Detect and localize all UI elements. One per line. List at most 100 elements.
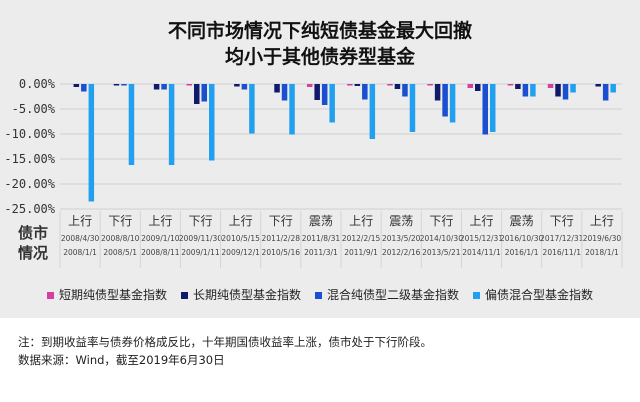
period-end: 2019/6/30 bbox=[583, 234, 622, 243]
period-start: 2016/1/1 bbox=[505, 248, 539, 257]
bar bbox=[88, 84, 95, 202]
period-start: 2012/2/16 bbox=[382, 248, 421, 257]
bar bbox=[595, 84, 601, 87]
period-start: 2011/9/1 bbox=[344, 248, 378, 257]
bar bbox=[354, 84, 361, 86]
bar bbox=[570, 84, 576, 93]
market-label: 上行 bbox=[590, 214, 614, 228]
period-end: 2012/2/15 bbox=[342, 234, 381, 243]
y-tick-label: -25.00% bbox=[4, 202, 55, 216]
period-start: 2008/1/1 bbox=[63, 248, 97, 257]
bar bbox=[81, 84, 87, 92]
market-label: 下行 bbox=[429, 214, 453, 228]
bar bbox=[321, 84, 328, 105]
bar bbox=[194, 84, 200, 104]
period-start: 2008/5/1 bbox=[103, 248, 137, 257]
market-label: 上行 bbox=[469, 214, 493, 228]
bar bbox=[113, 84, 120, 86]
market-label: 震荡 bbox=[389, 214, 413, 228]
period-end: 2008/8/10 bbox=[101, 234, 140, 243]
bar bbox=[369, 84, 376, 139]
bar bbox=[314, 84, 320, 100]
market-label: 上行 bbox=[148, 214, 172, 228]
legend-label: 偏债混合型基金指数 bbox=[485, 288, 594, 302]
period-end: 2009/1/10 bbox=[141, 234, 180, 243]
period-start: 2018/1/1 bbox=[585, 248, 619, 257]
bar bbox=[427, 84, 433, 86]
legend-swatch bbox=[46, 292, 54, 299]
period-start: 2014/11/1 bbox=[462, 248, 501, 257]
chart-plot: 0.00% -5.00% -10.00% -15.00% -20.00% -25.00% 债… bbox=[4, 77, 623, 268]
bar bbox=[73, 84, 80, 87]
bar bbox=[186, 84, 192, 86]
y-tick-label: -20.00% bbox=[4, 177, 55, 191]
legend-item: 偏债混合型基金指数 bbox=[473, 286, 593, 303]
bar bbox=[434, 84, 441, 101]
bar bbox=[507, 84, 514, 86]
bar bbox=[201, 84, 207, 102]
bar bbox=[442, 84, 448, 117]
market-label: 震荡 bbox=[309, 214, 333, 228]
period-start: 2011/3/1 bbox=[304, 248, 338, 257]
bar bbox=[394, 84, 401, 89]
bar bbox=[121, 84, 127, 86]
bar bbox=[153, 84, 160, 90]
period-end: 2008/4/30 bbox=[61, 234, 100, 243]
legend-label: 混合纯债型二级基金指数 bbox=[327, 288, 460, 302]
bar bbox=[209, 84, 215, 161]
legend-item: 长期纯债型基金指数 bbox=[180, 286, 301, 303]
period-start: 2008/8/11 bbox=[141, 248, 180, 257]
row-label: 债市 bbox=[18, 224, 48, 242]
bar bbox=[449, 84, 456, 123]
period-end: 2016/10/30 bbox=[500, 234, 543, 243]
period-end: 2010/5/15 bbox=[221, 234, 260, 243]
bar bbox=[241, 84, 248, 90]
period-end: 2011/8/31 bbox=[302, 234, 341, 243]
bar bbox=[482, 84, 488, 135]
bar bbox=[249, 84, 255, 134]
bar bbox=[402, 84, 408, 97]
bar bbox=[562, 84, 569, 100]
bar bbox=[161, 84, 167, 90]
legend-swatch bbox=[180, 292, 188, 299]
legend-label: 短期纯债型基金指数 bbox=[58, 288, 167, 302]
bar bbox=[306, 84, 313, 87]
y-tick-label: -15.00% bbox=[4, 152, 55, 166]
footnote: 注：到期收益率与债券价格成反比，十年期国债收益率上涨，债市处于下行阶段。 bbox=[18, 335, 432, 349]
y-tick-label: -5.00% bbox=[12, 102, 56, 116]
bar bbox=[610, 84, 616, 93]
legend-item: 混合纯债型二级基金指数 bbox=[315, 286, 459, 303]
bar bbox=[547, 84, 554, 88]
market-label: 下行 bbox=[108, 214, 132, 228]
y-tick-label: -10.00% bbox=[4, 127, 55, 141]
period-start: 2016/11/1 bbox=[543, 248, 582, 257]
bar bbox=[281, 84, 288, 101]
market-label: 上行 bbox=[68, 214, 92, 228]
period-start: 2009/1/11 bbox=[181, 248, 220, 257]
period-end: 2013/5/20 bbox=[382, 234, 421, 243]
market-label: 上行 bbox=[229, 214, 253, 228]
data-source: 数据来源：Wind，截至2019年6月30日 bbox=[18, 353, 225, 367]
bar bbox=[490, 84, 496, 132]
bar bbox=[289, 84, 295, 135]
legend-item: 短期纯债型基金指数 bbox=[46, 286, 167, 303]
market-label: 下行 bbox=[188, 214, 212, 228]
chart-title-line2: 均小于其他债券型基金 bbox=[224, 46, 415, 68]
period-end: 2017/12/31 bbox=[540, 234, 583, 243]
period-end: 2009/11/30 bbox=[179, 234, 222, 243]
bar bbox=[409, 84, 416, 132]
bar bbox=[602, 84, 609, 101]
row-label: 情况 bbox=[18, 244, 48, 262]
bar bbox=[128, 84, 135, 165]
bar bbox=[530, 84, 536, 97]
legend-swatch bbox=[315, 292, 322, 299]
bar bbox=[274, 84, 280, 93]
market-label: 震荡 bbox=[510, 214, 534, 228]
legend-label: 长期纯债型基金指数 bbox=[192, 288, 301, 302]
bar bbox=[362, 84, 368, 100]
bar bbox=[234, 84, 240, 87]
bar bbox=[347, 84, 353, 86]
period-end: 2015/12/31 bbox=[460, 234, 503, 243]
market-label: 下行 bbox=[269, 214, 293, 228]
period-end: 2014/10/30 bbox=[420, 234, 463, 243]
